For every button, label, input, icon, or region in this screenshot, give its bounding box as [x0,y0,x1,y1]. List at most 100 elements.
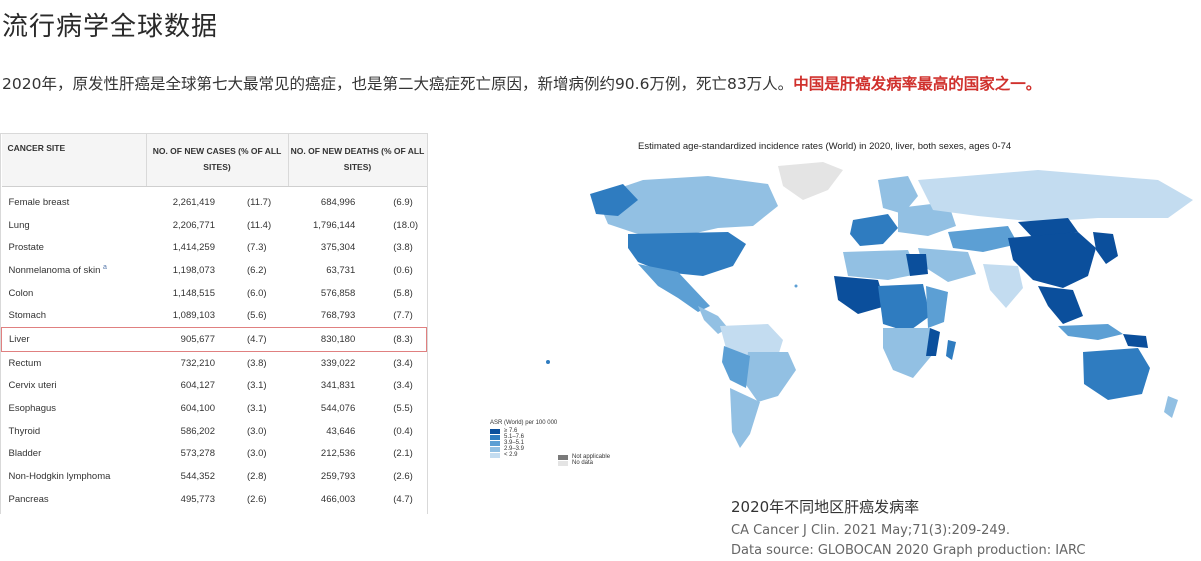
cell-deaths: 339,022 [288,351,357,374]
footnote-marker[interactable]: a [103,264,107,272]
legend-swatch [490,428,500,434]
world-map-figure: Estimated age-standardized incidence rat… [478,136,1201,476]
region-papua [1123,334,1148,348]
cell-site: Esophagus [2,397,147,420]
region-korea-japan [1093,232,1118,264]
cell-site-text: Lung [8,219,30,231]
cell-cases-pct-text: (5.6) [247,310,267,322]
cell-cases-text: 544,352 [180,471,215,483]
cell-site: Colon [2,282,147,305]
cell-deaths: 684,996 [288,187,357,214]
cell-deaths-text: 375,304 [320,242,356,254]
table-row: Stomach 1,089,103 (5.6) 768,793 (7.7) [2,304,427,327]
cell-cases: 2,206,771 [146,214,217,237]
cell-cases-pct: (2.6) [217,488,288,511]
cell-cases-pct: (3.1) [217,375,288,398]
legend-swatch [490,440,500,446]
region-canada [596,176,778,236]
cell-deaths-pct-text: (4.7) [393,493,413,505]
cell-deaths-pct-text: (0.4) [393,425,413,437]
header-new-cases: NO. OF NEW CASES (% OF ALL SITES) [145,134,288,187]
cell-cases: 586,202 [146,420,217,443]
legend-item: Not applicable [558,454,610,460]
cell-site-text: Bladder [8,448,42,460]
intro-paragraph: 2020年，原发性肝癌是全球第七大最常见的癌症，也是第二大癌症死亡原因，新增病例… [2,72,1201,94]
table-row: Bladder 573,278 (3.0) 212,536 (2.1) [2,443,427,466]
region-brazil [744,352,796,402]
cell-site: Bladder [2,443,147,466]
cell-cases-pct: (11.7) [217,187,288,214]
cell-site-text: Non-Hodgkin lymphoma [8,471,111,483]
cell-deaths-text: 830,180 [320,333,356,345]
cell-deaths-text: 341,831 [320,380,356,392]
region-west-africa [834,276,886,314]
world-map [546,162,1193,448]
cell-deaths-pct: (3.8) [357,236,426,259]
cell-deaths-pct: (0.4) [357,420,426,443]
cell-cases-pct: (3.0) [217,443,288,466]
cell-site-text: Liver [9,333,30,345]
region-alaska [590,184,638,216]
region-southern-africa [883,328,933,378]
cell-deaths-pct-text: (3.4) [393,357,413,369]
cell-deaths-pct: (18.0) [357,214,426,237]
cell-site-text: Female breast [8,196,70,208]
region-china [1008,232,1096,288]
cell-cases-pct: (3.8) [217,351,288,374]
cell-deaths-pct-text: (8.3) [393,333,413,345]
cell-deaths: 311,594 [288,511,357,514]
cell-cases: 604,100 [146,397,217,420]
legend-item: ≥ 7.6 [490,428,557,434]
cell-site: Pancreas [2,488,147,511]
cell-deaths-text: 339,022 [320,357,356,369]
legend-label: ≥ 7.6 [504,428,518,434]
cell-cases-pct: (5.6) [217,304,288,327]
cell-cases-pct-text: (6.0) [247,287,267,299]
region-southeast-asia [1038,286,1083,324]
cell-deaths-text: 212,536 [320,448,356,460]
cell-site: Leukemia [2,511,147,514]
cell-site: Thyroid [2,420,147,443]
cell-cases-pct-text: (6.2) [247,264,267,276]
cell-deaths-text: 684,996 [320,196,356,208]
cell-deaths-pct-text: (5.5) [393,403,413,415]
table-row: Pancreas 495,773 (2.6) 466,003 (4.7) [2,488,427,511]
cell-deaths-text: 43,646 [326,425,356,437]
cell-cases: 732,210 [146,351,217,374]
cell-deaths-pct: (5.5) [357,397,426,420]
cell-site: Prostate [2,236,147,259]
cell-deaths-text: 63,731 [326,264,356,276]
cell-deaths: 466,003 [288,488,357,511]
region-peru-bolivia [722,346,750,388]
cell-deaths-pct-text: (3.4) [393,380,413,392]
cell-deaths-pct: (2.1) [357,443,426,466]
cell-deaths: 576,858 [288,282,357,305]
legend-label: No data [572,460,594,466]
map-legend-extra: Not applicable No data [558,454,610,466]
legend-item: No data [558,460,610,466]
table-row: Prostate 1,414,259 (7.3) 375,304 (3.8) [2,236,427,259]
table-row: Lung 2,206,771 (11.4) 1,796,144 (18.0) [2,214,427,237]
legend-label: 5.1–7.6 [504,434,525,440]
legend-item: 5.1–7.6 [490,434,557,440]
cell-deaths-text: 544,076 [320,403,356,415]
cell-deaths: 43,646 [288,420,357,443]
region-new-zealand [1164,396,1178,418]
table-row: Thyroid 586,202 (3.0) 43,646 (0.4) [2,420,427,443]
map-legend: ASR (World) per 100 000 ≥ 7.6 5.1–7.6 3.9–… [490,420,557,458]
cell-cases-pct-text: (3.1) [247,380,267,392]
region-india [983,264,1023,308]
table-row: Non-Hodgkin lymphoma 544,352 (2.8) 259,793 (… [2,465,427,488]
cell-deaths: 830,180 [288,327,358,352]
cancer-statistics-table: CANCER SITE NO. OF NEW CASES (% OF ALL S… [0,133,428,514]
table-row: Liver 905,677 (4.7) 830,180 (8.3) [1,327,427,352]
legend-item: 2.9–3.9 [490,446,557,452]
cell-cases: 604,127 [146,375,217,398]
cell-deaths-pct-text: (2.1) [393,448,413,460]
table-row: Female breast 2,261,419 (11.7) 684,996 (6.9) [2,187,427,214]
legend-label: < 2.9 [504,452,518,458]
cell-cases: 1,148,515 [146,282,217,305]
cell-cases-pct-text: (4.7) [247,333,267,345]
cell-cases-pct: (2.8) [217,465,288,488]
table-row: Nonmelanoma of skin a 1,198,073 (6.2) 63,73… [2,259,427,282]
